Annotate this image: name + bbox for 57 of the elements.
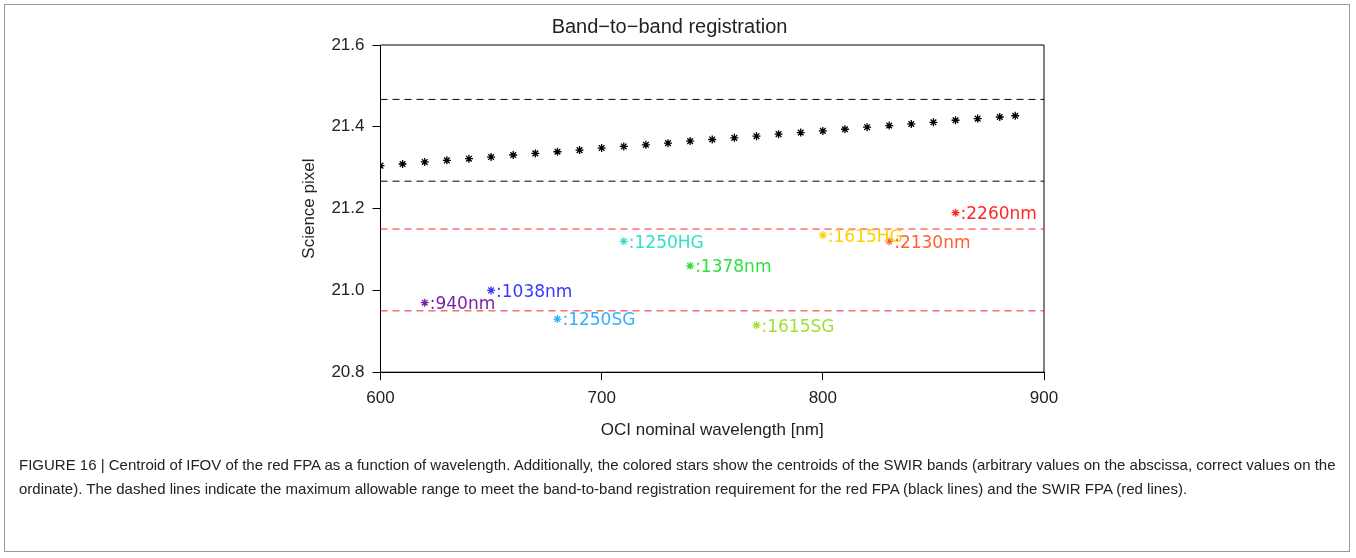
point bbox=[508, 150, 518, 160]
point bbox=[751, 320, 762, 330]
caption: FIGURE 16 | Centroid of IFOV of the red FPA as a function of wavelength. Additionally, the colored stars show the centroids of the SWIR bands (arbitrary values on the abscissa, correct values on the ordinate). The dashed lines indicate the maximum allowable range to meet the band-to-band registration requirement for the red FPA (black lines) and the SWIR FPA (red lines). bbox=[19, 455, 1337, 499]
point bbox=[442, 155, 452, 165]
point bbox=[597, 143, 607, 153]
x-tick-label: 800 bbox=[808, 388, 838, 408]
point bbox=[1010, 111, 1020, 121]
point bbox=[619, 236, 629, 246]
point bbox=[420, 157, 430, 167]
point bbox=[884, 120, 894, 131]
point bbox=[420, 298, 430, 308]
y-tick-label: 21.2 bbox=[331, 198, 365, 218]
y-tick-label: 20.8 bbox=[331, 361, 365, 381]
point bbox=[796, 127, 806, 138]
point bbox=[663, 138, 673, 148]
x-axis-title: OCI nominal wavelength [nm] bbox=[600, 420, 824, 440]
point bbox=[486, 285, 496, 296]
x-tick-label: 700 bbox=[587, 388, 616, 408]
series-label: :1038nm bbox=[496, 280, 573, 301]
point bbox=[995, 112, 1005, 122]
point bbox=[862, 122, 872, 132]
series-label: :1615SG bbox=[761, 315, 835, 336]
point bbox=[685, 136, 695, 146]
x-tick-label: 600 bbox=[366, 388, 395, 408]
point bbox=[950, 115, 961, 125]
series-label: :1250HG bbox=[628, 231, 704, 252]
point bbox=[397, 159, 408, 169]
point bbox=[818, 230, 828, 240]
chart-title: Band−to−band registration bbox=[551, 14, 788, 37]
point bbox=[552, 147, 563, 157]
point bbox=[928, 117, 939, 127]
point bbox=[751, 131, 762, 141]
y-tick-label: 21.6 bbox=[331, 34, 365, 54]
point bbox=[906, 119, 916, 129]
point bbox=[552, 314, 563, 324]
point bbox=[729, 133, 740, 143]
point bbox=[950, 208, 961, 218]
point bbox=[773, 129, 784, 139]
point bbox=[486, 152, 496, 162]
point bbox=[574, 145, 585, 155]
point bbox=[818, 126, 828, 136]
point bbox=[464, 154, 474, 164]
series-label: :1378nm bbox=[695, 256, 772, 277]
series-label: :940nm bbox=[429, 293, 496, 314]
y-tick-label: 21.4 bbox=[331, 116, 365, 136]
x-tick-label: 900 bbox=[1029, 388, 1059, 408]
y-tick-label: 21.0 bbox=[331, 280, 365, 300]
point bbox=[530, 148, 540, 159]
series-label: :1250SG bbox=[562, 309, 636, 330]
series-label: :2260nm bbox=[960, 203, 1037, 224]
point bbox=[840, 124, 850, 134]
point bbox=[685, 261, 695, 271]
point bbox=[641, 140, 651, 150]
point bbox=[707, 134, 717, 145]
point bbox=[973, 113, 983, 124]
y-axis-title: Science pixel bbox=[298, 158, 318, 259]
point bbox=[619, 141, 629, 152]
